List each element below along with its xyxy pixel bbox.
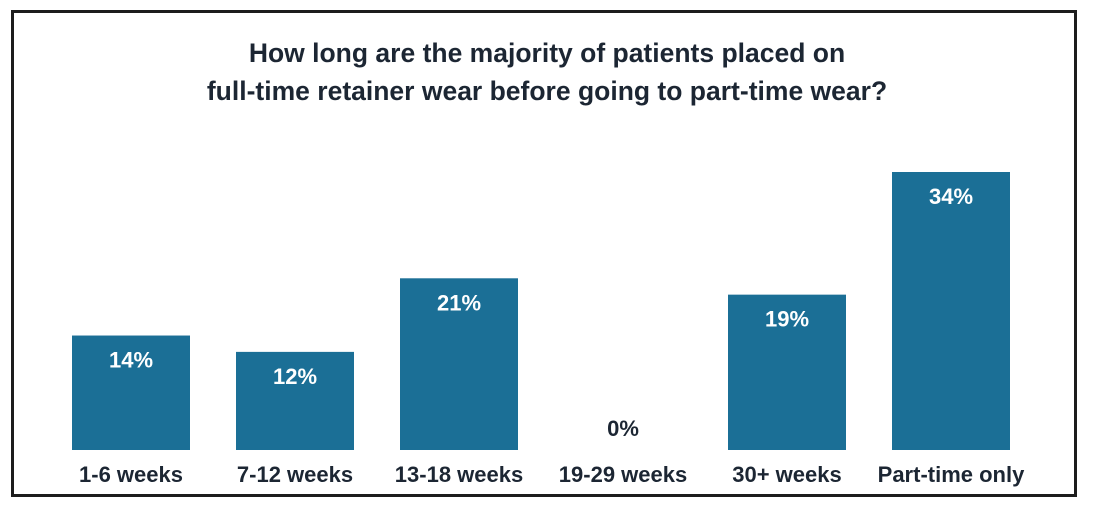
value-label-4: 0% (607, 416, 639, 441)
chart-title-line-2: full-time retainer wear before going to … (206, 76, 888, 106)
value-label-2: 12% (273, 364, 317, 389)
chart-title-line-1: How long are the majority of patients pl… (248, 38, 846, 68)
category-label-3: 13-18 weeks (395, 462, 523, 487)
chart-title: How long are the majority of patients pl… (0, 34, 1094, 110)
category-label-6: Part-time only (878, 462, 1025, 487)
value-label-1: 14% (109, 348, 153, 373)
bar-2 (236, 351, 354, 450)
value-label-5: 19% (765, 307, 809, 332)
bar-1 (72, 335, 190, 450)
category-label-1: 1-6 weeks (79, 462, 183, 487)
value-label-6: 34% (929, 184, 973, 209)
value-label-3: 21% (437, 290, 481, 315)
bar-3 (400, 278, 518, 450)
category-label-2: 7-12 weeks (237, 462, 353, 487)
category-label-4: 19-29 weeks (559, 462, 687, 487)
bar-5 (728, 294, 846, 450)
category-label-5: 30+ weeks (732, 462, 841, 487)
bar-6 (892, 172, 1010, 450)
